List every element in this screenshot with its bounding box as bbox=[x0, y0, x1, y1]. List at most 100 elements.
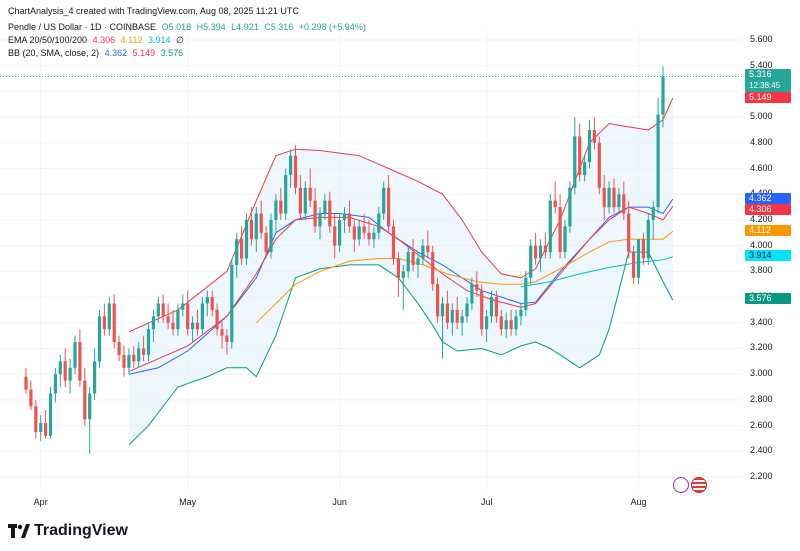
candle-body bbox=[460, 316, 464, 323]
bb-lower-tag: 3.576 bbox=[745, 293, 791, 304]
candle-body bbox=[489, 297, 494, 317]
logo-text: TradingView bbox=[34, 522, 128, 539]
candle-body bbox=[127, 354, 131, 368]
candle-body bbox=[534, 245, 538, 259]
price-tick-label: 2.200 bbox=[750, 471, 773, 481]
candle-body bbox=[186, 303, 190, 330]
ohlc-high: H5.394 bbox=[196, 22, 226, 32]
candle-body bbox=[107, 303, 111, 330]
candle-body bbox=[357, 226, 361, 240]
price-tick-label: 3.000 bbox=[750, 368, 773, 379]
bb-basis-line bbox=[128, 198, 674, 375]
candle-body bbox=[240, 239, 244, 259]
candle-body bbox=[485, 316, 489, 330]
candle-body bbox=[436, 284, 440, 317]
candle-body bbox=[293, 155, 298, 188]
last-price-value: 5.316 bbox=[749, 69, 772, 79]
candle-body bbox=[333, 226, 337, 246]
price-tick-label: 4.000 bbox=[750, 239, 773, 250]
bb-lower-line bbox=[128, 251, 674, 446]
candle-body bbox=[548, 200, 552, 253]
candle-body bbox=[367, 232, 371, 240]
candle-body bbox=[78, 342, 82, 381]
candle-body bbox=[68, 367, 72, 381]
event-marker-icon[interactable] bbox=[673, 477, 689, 493]
candle-body bbox=[440, 303, 445, 317]
candle-body bbox=[308, 187, 312, 201]
candle-body bbox=[587, 129, 592, 163]
candle-body bbox=[563, 226, 567, 253]
bb-legend[interactable]: BB (20, SMA, close, 2) 4.362 5.149 3.576 bbox=[8, 48, 186, 58]
candle-body bbox=[617, 194, 621, 208]
time-tick-label: May bbox=[179, 497, 197, 507]
candle-body bbox=[181, 303, 185, 310]
candle-body bbox=[249, 219, 253, 240]
price-tick-label: 3.400 bbox=[750, 316, 773, 327]
flag-marker-icon[interactable] bbox=[691, 477, 707, 493]
candle-body bbox=[244, 219, 249, 259]
candle-body bbox=[220, 329, 224, 336]
ema-label: EMA 20/50/100/200 bbox=[8, 35, 88, 45]
candle-body bbox=[480, 290, 484, 330]
time-tick-label: Apr bbox=[33, 497, 48, 507]
candle-body bbox=[328, 200, 332, 227]
time-tick-label: Aug bbox=[630, 497, 647, 507]
candle-body bbox=[641, 239, 645, 259]
candle-body bbox=[406, 252, 410, 272]
price-tick-label: 2.600 bbox=[750, 419, 773, 430]
candle-body bbox=[636, 239, 641, 278]
candle-body bbox=[318, 213, 322, 227]
candle-body bbox=[269, 219, 273, 253]
candle-body bbox=[431, 252, 435, 285]
ema100-line bbox=[520, 256, 673, 288]
candle-body bbox=[661, 76, 665, 115]
candle-body bbox=[602, 187, 606, 208]
candle-body bbox=[578, 136, 582, 175]
candle-body bbox=[470, 284, 474, 304]
ema100-value: 3.914 bbox=[148, 35, 171, 45]
candle-body bbox=[205, 297, 209, 304]
tradingview-logo[interactable]: TradingView bbox=[8, 522, 128, 540]
candle-body bbox=[396, 258, 400, 278]
symbol-legend: Pendle / US Dollar · 1D · COINBASE O5.01… bbox=[8, 22, 369, 32]
attribution-text: ChartAnalysis_4 created with TradingView… bbox=[8, 6, 299, 16]
symbol-name[interactable]: Pendle / US Dollar · 1D · COINBASE bbox=[8, 22, 157, 32]
time-tick-label: Jul bbox=[480, 497, 493, 507]
candle-body bbox=[538, 245, 543, 259]
candle-body bbox=[137, 348, 141, 362]
ema50-tag: 4.112 bbox=[745, 225, 791, 236]
ema-legend[interactable]: EMA 20/50/100/200 4.306 4.112 3.914 ∅ bbox=[8, 35, 187, 46]
bar-countdown: 12:38:45 bbox=[749, 81, 781, 90]
bb-upper-line bbox=[128, 97, 674, 333]
bb-upper-tag: 5.149 bbox=[745, 92, 791, 103]
candle-body bbox=[543, 245, 547, 253]
price-tick-label: 4.200 bbox=[750, 213, 773, 224]
candle-body bbox=[362, 226, 366, 233]
candle-body bbox=[284, 174, 288, 214]
ohlc-change: +0.298 (+5.94%) bbox=[298, 22, 366, 32]
candle-body bbox=[656, 114, 660, 208]
ema20-tag: 4.306 bbox=[745, 204, 791, 215]
candle-body bbox=[612, 187, 616, 208]
candle-body bbox=[499, 316, 503, 330]
candle-body bbox=[313, 200, 317, 227]
price-tick-label: 5.000 bbox=[750, 111, 773, 122]
candle-body bbox=[29, 389, 33, 407]
candle-body bbox=[342, 213, 347, 220]
candle-body bbox=[166, 316, 170, 323]
candle-body bbox=[146, 329, 151, 355]
candle-body bbox=[607, 187, 611, 208]
ema50-line bbox=[255, 230, 674, 324]
candle-body bbox=[347, 213, 351, 227]
candle-body bbox=[225, 335, 229, 343]
candle-body bbox=[200, 303, 204, 330]
price-tick-label: 2.400 bbox=[750, 445, 773, 456]
candle-body bbox=[215, 309, 219, 330]
candle-body bbox=[568, 187, 572, 227]
ohlc-low: L4.921 bbox=[231, 22, 259, 32]
candle-body bbox=[39, 423, 43, 433]
candle-body bbox=[24, 376, 28, 390]
ema20-value: 4.306 bbox=[92, 35, 116, 45]
